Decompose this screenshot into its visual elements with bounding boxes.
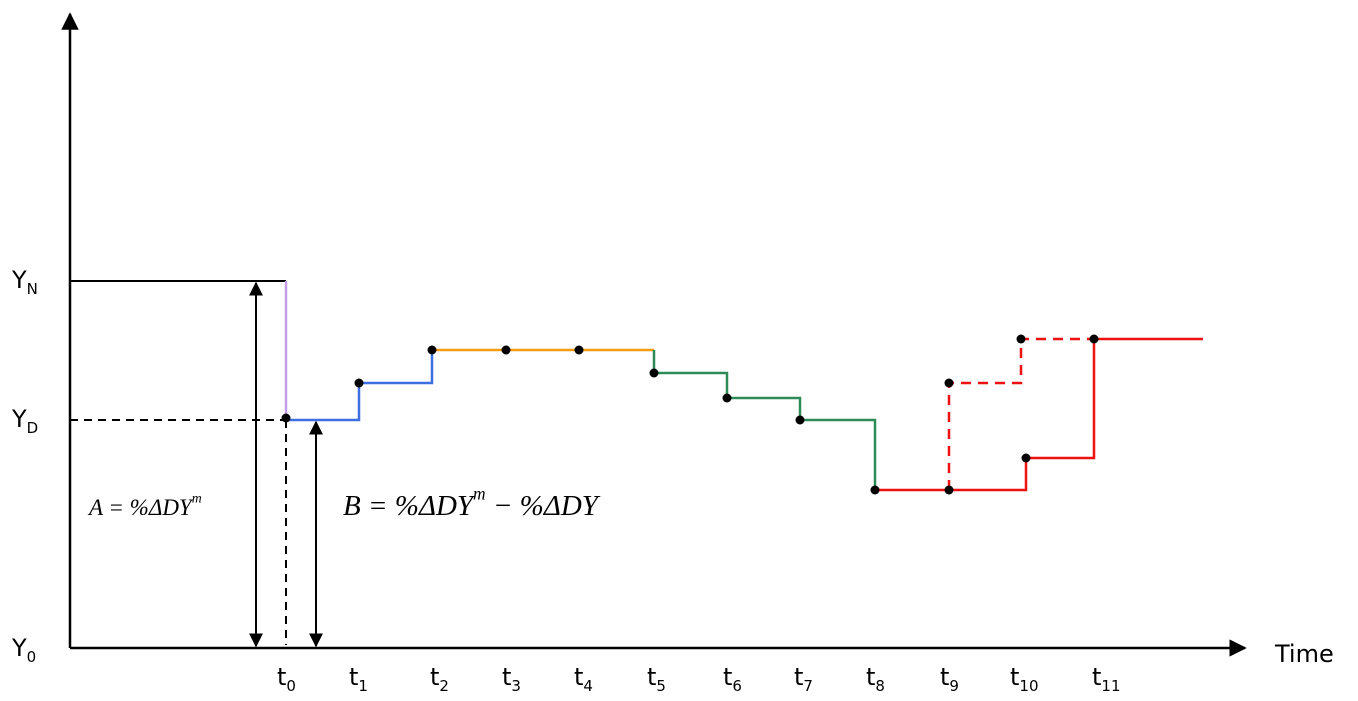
point-t10-dashed [1016, 334, 1026, 344]
point-t1 [354, 378, 364, 388]
y-label-y0: Y0 [12, 634, 37, 666]
formula-a: A = %ΔDYm [89, 490, 202, 520]
x-tick-t11: t11 [1092, 663, 1121, 695]
x-tick-t0: t0 [277, 663, 296, 695]
point-t5 [649, 368, 659, 378]
red-solid-step-path [875, 337, 1203, 492]
point-t7 [795, 415, 805, 425]
point-t2 [427, 345, 437, 355]
formula-b: B = %ΔDYm − %ΔDY [343, 483, 598, 522]
x-axis-title: Time [1275, 640, 1334, 668]
x-tick-t9: t9 [940, 663, 959, 695]
x-tick-t3: t3 [502, 663, 521, 695]
y-label-yd: YD [12, 405, 39, 437]
red-dashed-step-path [947, 337, 1094, 490]
green-step-path [652, 350, 877, 490]
y-label-yn: YN [12, 266, 38, 298]
x-tick-t6: t6 [723, 663, 742, 695]
point-t4 [574, 345, 584, 355]
x-tick-t2: t2 [430, 663, 449, 695]
x-tick-t1: t1 [349, 663, 368, 695]
point-t9-solid [944, 485, 954, 495]
point-t8 [870, 485, 880, 495]
point-t11 [1089, 334, 1099, 344]
x-tick-t8: t8 [866, 663, 885, 695]
point-t3 [501, 345, 511, 355]
point-t0 [281, 413, 291, 423]
x-tick-t10: t10 [1010, 663, 1039, 695]
x-tick-t5: t5 [647, 663, 666, 695]
point-t9-dashed [944, 378, 954, 388]
point-t10-solid [1021, 453, 1031, 463]
x-tick-t7: t7 [794, 663, 813, 695]
point-t6 [722, 393, 732, 403]
x-tick-t4: t4 [574, 663, 593, 695]
